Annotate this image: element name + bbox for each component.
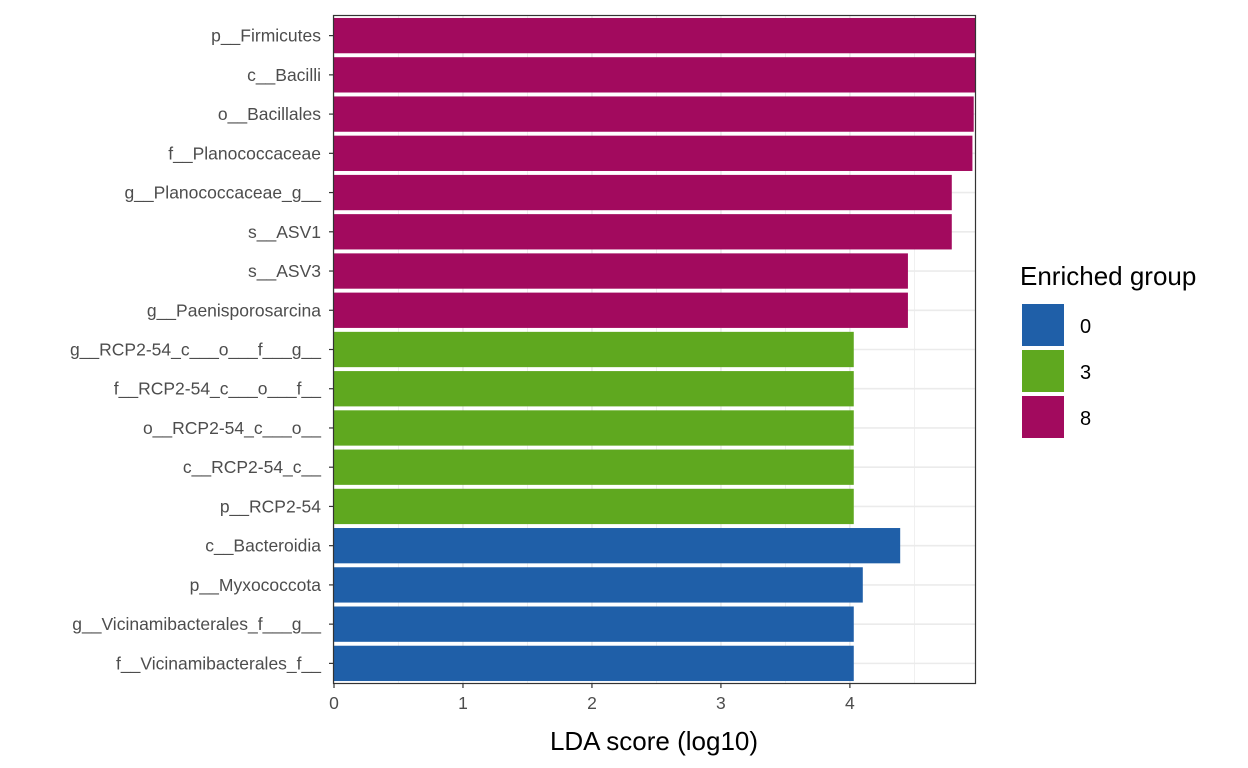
y-tick-label: s__ASV3 — [248, 261, 321, 282]
bar — [334, 253, 908, 289]
y-tick-label: c__Bacteroidia — [205, 536, 321, 557]
legend-label: 8 — [1080, 408, 1091, 430]
bar — [334, 292, 908, 328]
bar — [334, 488, 854, 525]
y-tick-label: o__Bacillales — [218, 104, 321, 125]
bar — [334, 214, 952, 250]
bar — [334, 528, 901, 564]
legend-label: 3 — [1080, 362, 1091, 384]
bar — [334, 645, 854, 682]
y-axis-ticks: p__Firmicutes c__Bacilli o__Bacillales f__P… — [70, 26, 334, 674]
x-tick-label: 1 — [458, 693, 468, 713]
x-tick-label: 3 — [716, 693, 726, 713]
bar — [334, 410, 854, 446]
bars — [334, 17, 975, 682]
y-tick-label: c__RCP2-54_c__ — [183, 457, 321, 478]
bar — [334, 17, 975, 54]
y-tick-label: f__Planococcaceae — [168, 143, 321, 164]
bar — [334, 567, 863, 603]
y-tick-label: f__RCP2-54_c___o___f__ — [114, 379, 322, 400]
legend-swatch — [1022, 350, 1064, 392]
bar — [334, 57, 975, 93]
legend-swatch — [1022, 304, 1064, 346]
legend-label: 0 — [1080, 316, 1091, 338]
y-tick-label: g__Planococcaceae_g__ — [124, 183, 321, 204]
bar — [334, 449, 854, 485]
x-tick-label: 4 — [845, 693, 855, 713]
y-tick-label: g__Paenisporosarcina — [147, 300, 321, 321]
x-tick-label: 0 — [329, 693, 339, 713]
y-tick-label: g__Vicinamibacterales_f___g__ — [72, 614, 321, 635]
y-tick-label: f__Vicinamibacterales_f__ — [116, 653, 321, 674]
y-tick-label: g__RCP2-54_c___o___f___g__ — [70, 340, 321, 361]
legend: Enriched group 0 3 8 — [1020, 261, 1196, 438]
legend-items: 0 3 8 — [1022, 304, 1091, 438]
legend-swatch — [1022, 396, 1064, 438]
bar — [334, 371, 854, 407]
x-axis-ticks: 0 1 2 3 4 — [329, 683, 855, 713]
y-tick-label: o__RCP2-54_c___o__ — [143, 418, 321, 439]
bar — [334, 135, 973, 171]
bar — [334, 96, 974, 132]
legend-title: Enriched group — [1020, 261, 1196, 291]
y-tick-label: p__Myxococcota — [190, 575, 322, 596]
x-tick-label: 2 — [587, 693, 597, 713]
x-axis-title: LDA score (log10) — [550, 726, 758, 756]
y-tick-label: c__Bacilli — [247, 65, 321, 86]
bar — [334, 331, 854, 368]
bar — [334, 174, 952, 211]
y-tick-label: p__Firmicutes — [211, 26, 321, 47]
y-tick-label: p__RCP2-54 — [220, 496, 321, 517]
y-tick-label: s__ASV1 — [248, 222, 321, 243]
bar — [334, 606, 854, 642]
